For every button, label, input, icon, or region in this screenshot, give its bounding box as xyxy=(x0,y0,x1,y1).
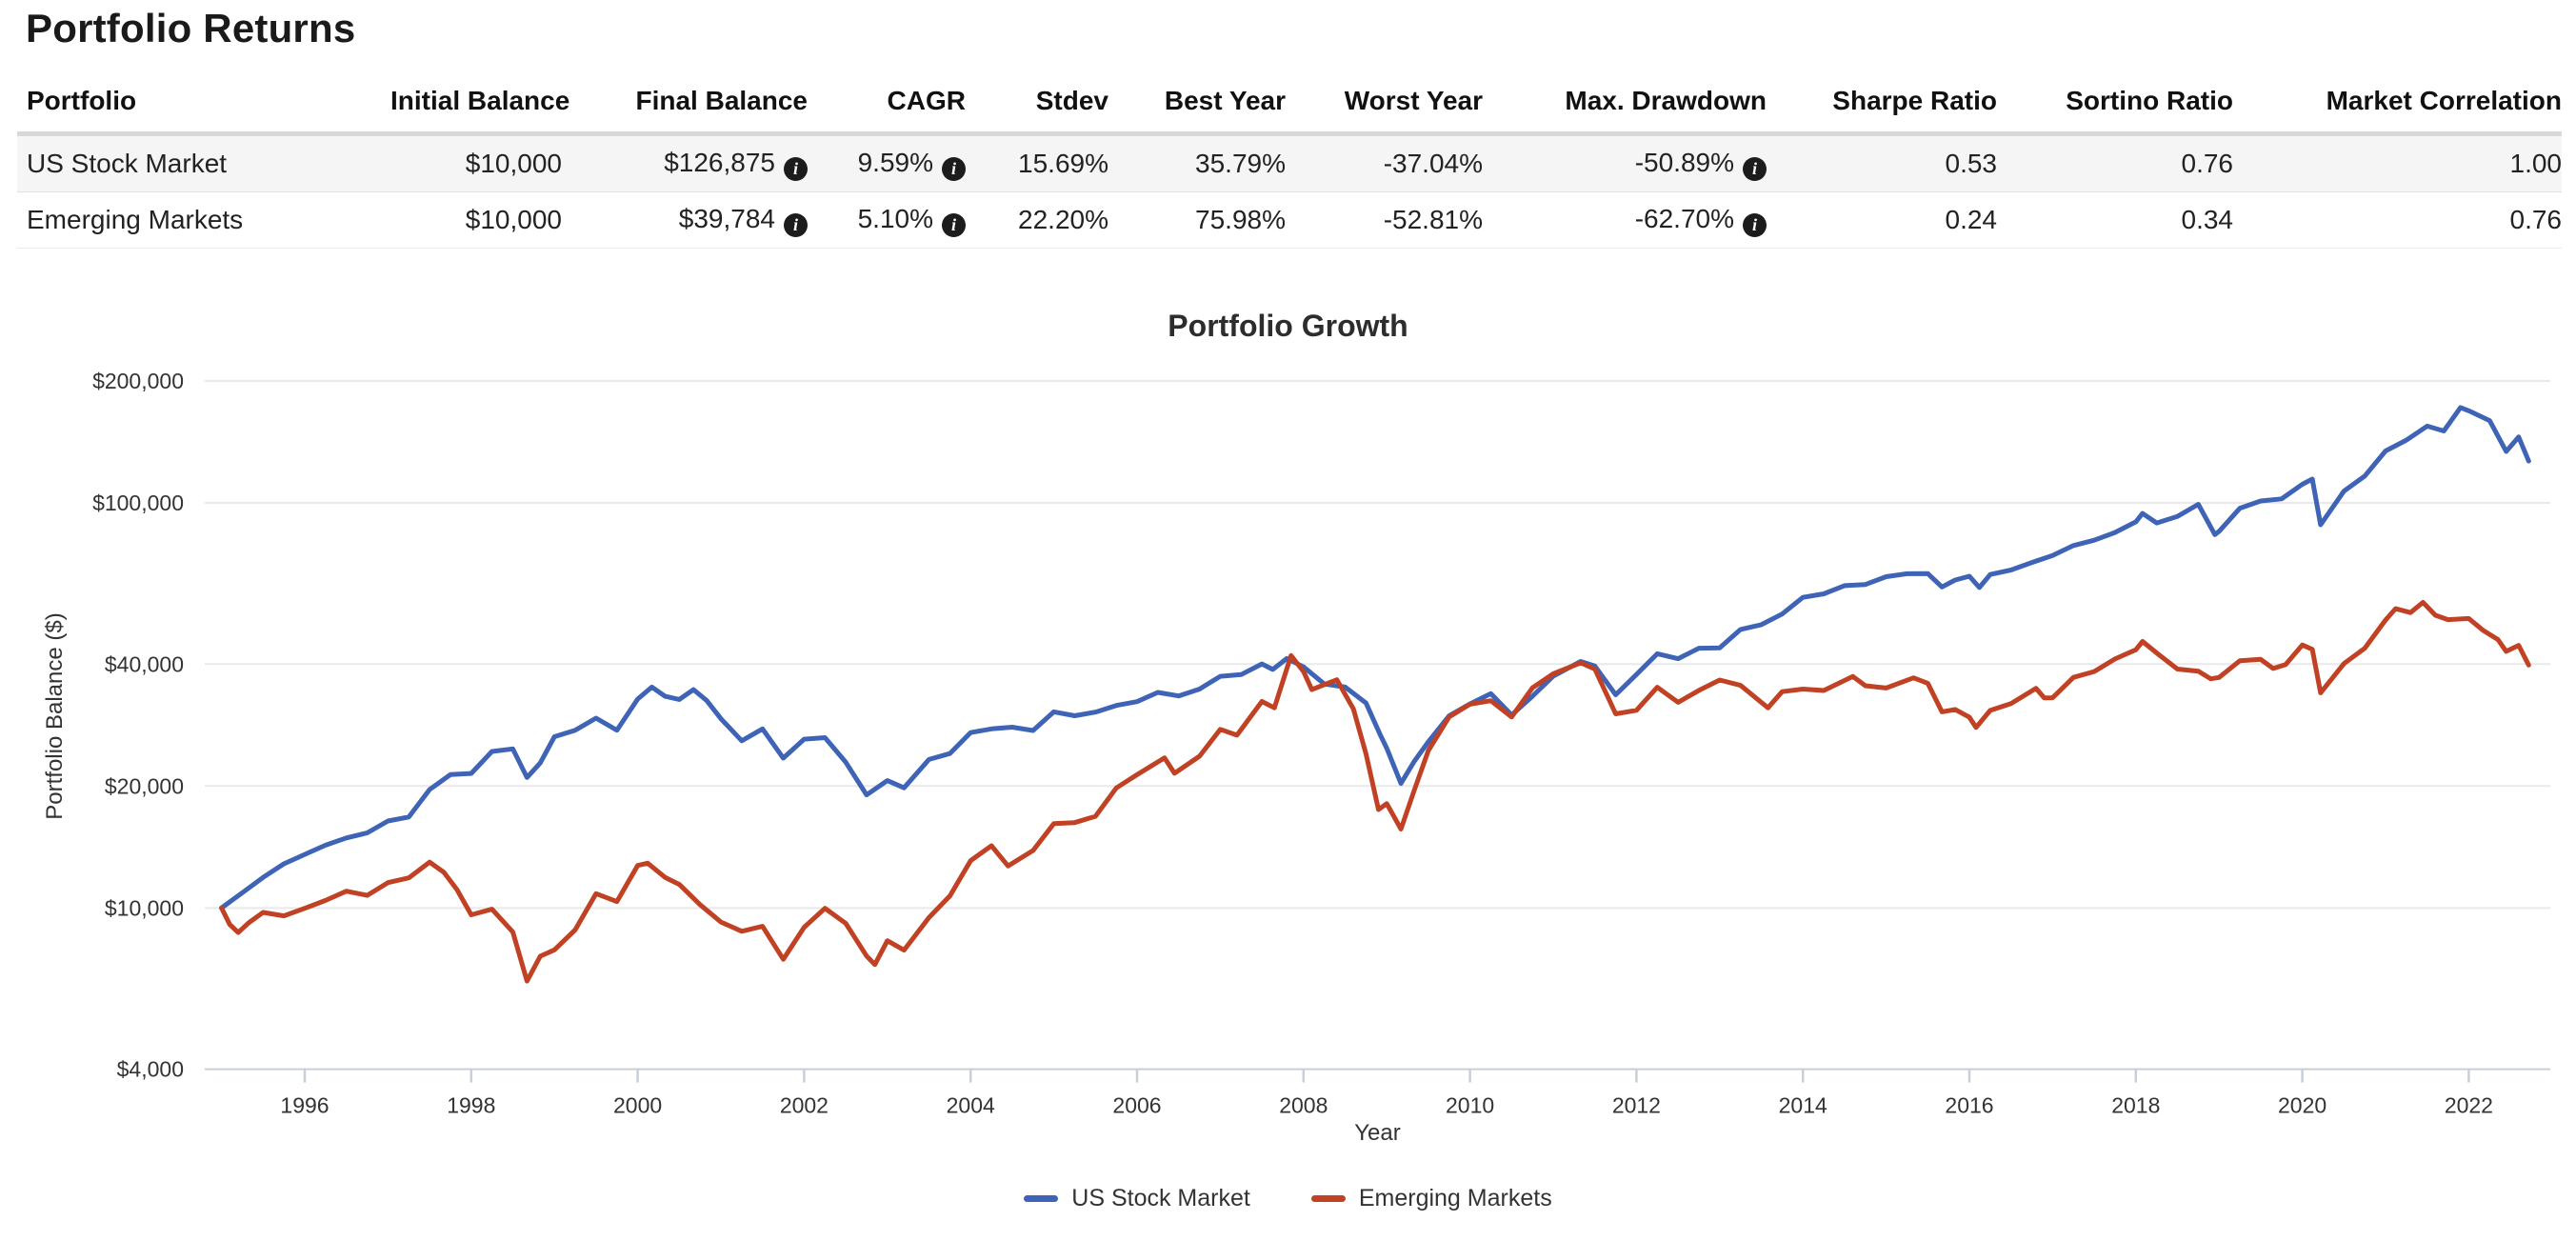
portfolio-growth-chart[interactable]: $200,000 $100,000 $40,000 $20,000 $10,000 $4,… xyxy=(0,345,2576,1164)
info-icon[interactable]: i xyxy=(1743,212,1767,237)
portfolio-returns-table: Portfolio Initial Balance Final Balance … xyxy=(17,63,2562,249)
legend-item-us-stock-market[interactable]: US Stock Market xyxy=(1024,1185,1250,1212)
series-line-emerging-markets[interactable] xyxy=(219,600,2531,984)
legend-label: Emerging Markets xyxy=(1358,1184,1552,1211)
series-line-us-stock-market[interactable] xyxy=(219,405,2531,911)
final-balance-cell: $126,875 i xyxy=(562,134,808,192)
final-balance-cell: $39,784 i xyxy=(562,191,808,249)
initial-balance-cell: $10,000 xyxy=(390,191,562,249)
x-tick-label: 2000 xyxy=(613,1093,662,1118)
x-tick-label: 2006 xyxy=(1112,1093,1161,1118)
best-year-cell: 75.98% xyxy=(1108,191,1286,249)
x-tick-label: 2022 xyxy=(2445,1093,2493,1118)
col-header-final-balance: Final Balance xyxy=(562,63,808,136)
table-row: US Stock Market $10,000 $126,875 i 9.59% i… xyxy=(17,133,2563,192)
page-title: Portfolio Returns xyxy=(26,6,356,50)
info-icon[interactable]: i xyxy=(784,212,808,237)
x-tick-label: 2014 xyxy=(1779,1093,1827,1118)
max-drawdown-value: -50.89% xyxy=(1634,147,1734,177)
cagr-value: 9.59% xyxy=(857,147,933,177)
legend-line-swatch xyxy=(1024,1194,1059,1202)
x-axis-title: Year xyxy=(1354,1120,1401,1146)
chart-title: Portfolio Growth xyxy=(1168,309,1408,343)
table-row: Emerging Markets $10,000 $39,784 i 5.10% i… xyxy=(17,191,2562,249)
x-tick-label: 2002 xyxy=(780,1093,829,1118)
portfolio-name-cell: US Stock Market xyxy=(27,149,228,178)
sortino-ratio-cell: 0.76 xyxy=(2181,149,2234,178)
col-header-max-drawdown: Max. Drawdown xyxy=(1483,63,1767,136)
market-correlation-cell: 0.76 xyxy=(2233,191,2562,249)
x-tick-label: 1998 xyxy=(447,1093,495,1118)
cagr-value: 5.10% xyxy=(857,203,933,233)
info-icon[interactable]: i xyxy=(784,156,808,181)
stdev-cell: 15.69% xyxy=(1018,149,1108,178)
info-icon[interactable]: i xyxy=(942,212,966,237)
max-drawdown-cell: -62.70% i xyxy=(1483,191,1767,249)
y-tick-label: $40,000 xyxy=(105,651,184,676)
initial-balance-cell: $10,000 xyxy=(465,149,562,178)
col-header-cagr: CAGR xyxy=(808,63,966,136)
x-tick-label: 2010 xyxy=(1446,1093,1494,1118)
portfolio-name-cell: Emerging Markets xyxy=(17,191,390,249)
legend-item-emerging-markets[interactable]: Emerging Markets xyxy=(1310,1184,1552,1212)
x-tick-label: 2004 xyxy=(947,1093,995,1118)
x-tick-label: 1996 xyxy=(280,1093,329,1118)
market-correlation-cell: 1.00 xyxy=(2509,149,2563,178)
x-tick-label: 2020 xyxy=(2278,1093,2326,1118)
col-header-sortino-ratio: Sortino Ratio xyxy=(1997,63,2233,136)
info-icon[interactable]: i xyxy=(1743,156,1767,181)
sharpe-ratio-cell: 0.53 xyxy=(1945,149,1998,178)
y-tick-label: $20,000 xyxy=(105,773,184,798)
x-tick-label: 2016 xyxy=(1945,1093,1993,1118)
table-header-row: Portfolio Initial Balance Final Balance … xyxy=(17,63,2562,136)
cagr-cell: 5.10% i xyxy=(808,191,966,249)
col-header-initial-balance: Initial Balance xyxy=(390,63,569,136)
worst-year-cell: -52.81% xyxy=(1286,191,1483,249)
y-tick-label: $100,000 xyxy=(92,490,184,515)
sharpe-ratio-cell: 0.24 xyxy=(1767,191,1997,249)
x-tick-label: 2008 xyxy=(1279,1093,1328,1118)
max-drawdown-value: -62.70% xyxy=(1634,203,1734,233)
y-tick-label: $200,000 xyxy=(92,369,184,393)
final-balance-value: $39,784 xyxy=(678,203,775,233)
sortino-ratio-cell: 0.34 xyxy=(1997,191,2233,249)
x-tick-label: 2018 xyxy=(2111,1093,2160,1118)
legend-line-swatch xyxy=(1310,1194,1346,1202)
x-tick-label: 2012 xyxy=(1612,1093,1661,1118)
col-header-sharpe-ratio: Sharpe Ratio xyxy=(1767,63,1997,136)
chart-legend: US Stock Market Emerging Markets xyxy=(0,1179,2576,1217)
cagr-cell: 9.59% i xyxy=(808,134,966,192)
col-header-worst-year: Worst Year xyxy=(1286,63,1483,136)
final-balance-value: $126,875 xyxy=(664,147,775,177)
col-header-best-year: Best Year xyxy=(1108,63,1286,136)
y-tick-label: $10,000 xyxy=(105,895,184,920)
legend-label: US Stock Market xyxy=(1071,1184,1250,1211)
max-drawdown-cell: -50.89% i xyxy=(1483,134,1767,192)
col-header-portfolio: Portfolio xyxy=(17,63,390,136)
y-axis-title: Portfolio Balance ($) xyxy=(42,612,68,820)
best-year-cell: 35.79% xyxy=(1195,149,1286,178)
info-icon[interactable]: i xyxy=(942,156,966,181)
col-header-market-correlation: Market Correlation xyxy=(2233,63,2562,136)
col-header-stdev: Stdev xyxy=(966,63,1108,136)
y-tick-label: $4,000 xyxy=(117,1057,184,1082)
stdev-cell: 22.20% xyxy=(966,191,1108,249)
worst-year-cell: -37.04% xyxy=(1383,149,1483,178)
